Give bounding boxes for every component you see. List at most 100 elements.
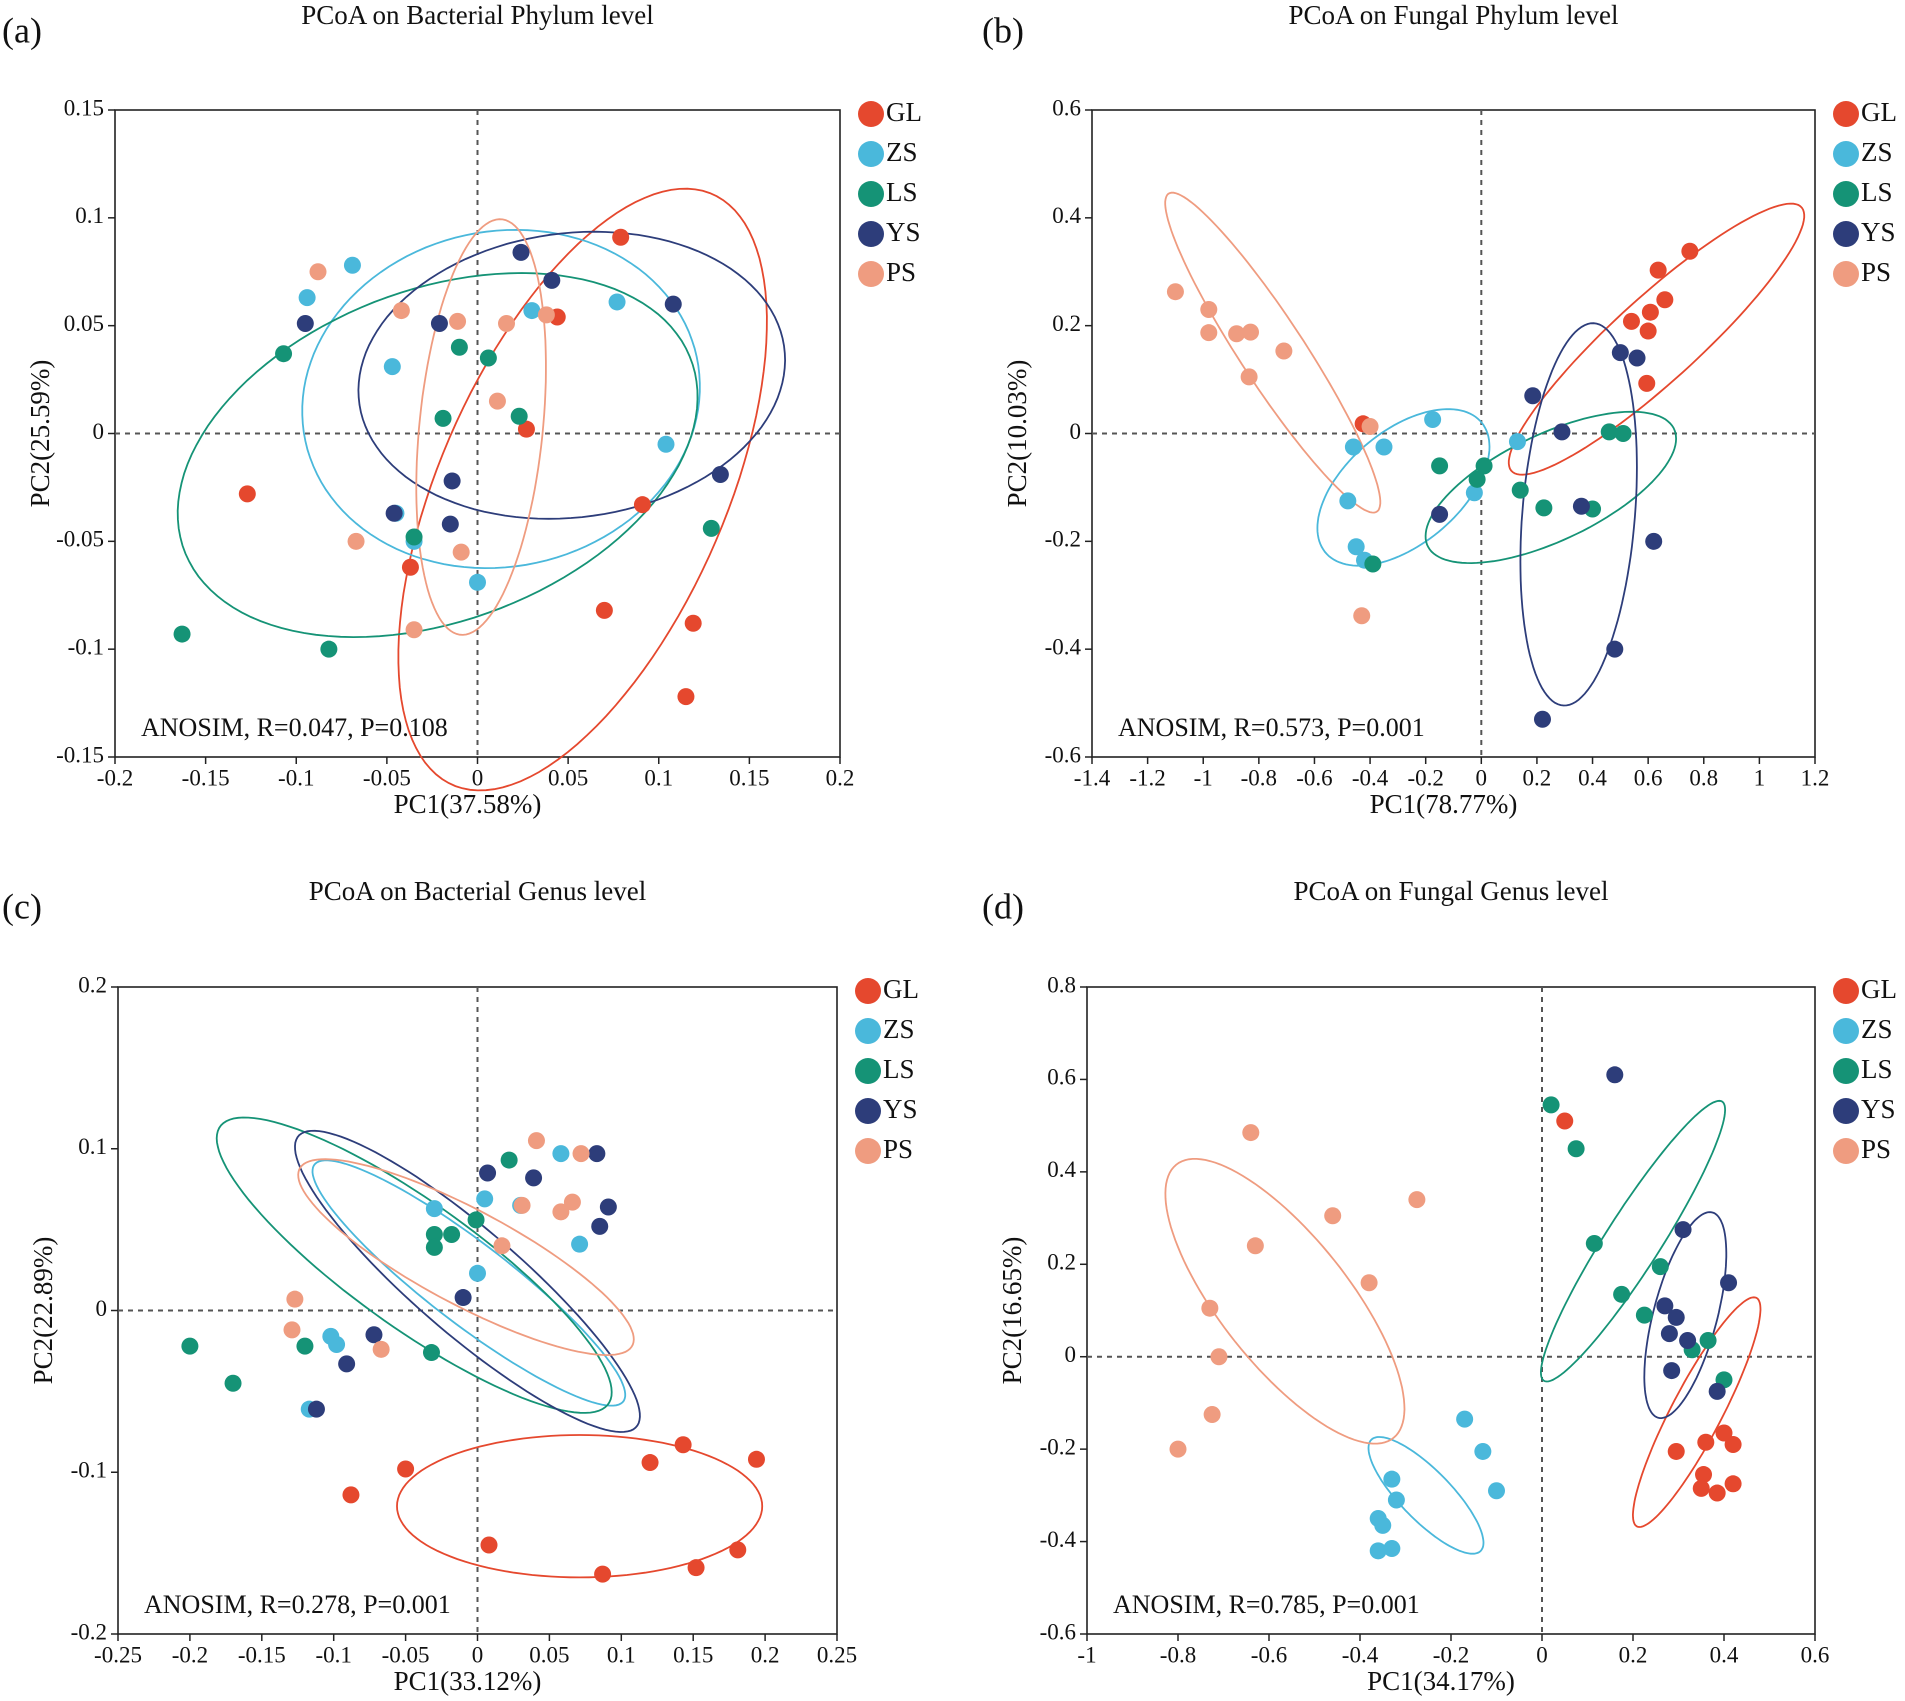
point-ps	[527, 1132, 545, 1150]
point-ys	[430, 315, 448, 333]
point-gl	[1697, 1433, 1715, 1451]
x-tick-label: -0.8	[1160, 1642, 1196, 1667]
point-zs	[1383, 1470, 1401, 1488]
point-ls	[1468, 470, 1486, 488]
legend-marker-ys	[1833, 1098, 1859, 1124]
point-ys	[365, 1326, 383, 1344]
point-ps	[493, 1237, 511, 1255]
ellipse-zs	[301, 228, 701, 570]
ellipse-ys	[294, 1129, 641, 1433]
legend-marker-ls	[1833, 181, 1859, 207]
point-gl	[595, 601, 613, 619]
point-ls	[425, 1238, 443, 1256]
y-tick-label: 0.4	[1052, 203, 1081, 228]
point-zs	[608, 293, 626, 311]
legend-label-ps: PS	[1861, 1134, 1891, 1164]
point-gl	[633, 496, 651, 514]
point-ls	[443, 1225, 461, 1243]
point-ls	[1364, 555, 1382, 573]
point-zs	[1387, 1491, 1405, 1509]
legend-marker-ys	[858, 221, 884, 247]
x-tick-label: 0.2	[751, 1642, 780, 1667]
x-tick-label: -1.4	[1074, 765, 1111, 790]
point-ps	[1169, 1440, 1187, 1458]
point-ps	[1324, 1207, 1342, 1225]
point-ps	[309, 263, 327, 281]
point-ls	[1651, 1258, 1669, 1276]
legend-marker-ls	[855, 1058, 881, 1084]
panel-4: (d) PCoA on Fungal Genus level -1 -0.8 -0.6 -…	[982, 876, 1897, 1696]
y-tick-label: 0.2	[78, 972, 107, 997]
x-axis-label: PC1(37.58%)	[394, 789, 542, 819]
legend-marker-gl	[855, 978, 881, 1004]
legend-marker-gl	[1833, 978, 1859, 1004]
point-gl	[401, 558, 419, 576]
x-tick-label: -0.05	[382, 1642, 430, 1667]
x-tick-label: -0.4	[1342, 1642, 1379, 1667]
x-tick-label: 0.8	[1689, 765, 1718, 790]
y-tick-label: 0.6	[1047, 1065, 1076, 1090]
x-tick-label: 0.1	[607, 1642, 636, 1667]
y-tick-label: -0.2	[1045, 527, 1081, 552]
ellipse-zs	[311, 1159, 627, 1407]
point-ps	[1275, 342, 1293, 360]
y-tick-label: -0.2	[71, 1619, 107, 1644]
y-tick-label: 0	[93, 419, 105, 444]
chart-title: PCoA on Bacterial Phylum level	[301, 0, 653, 30]
point-ys	[1628, 349, 1646, 367]
point-ys	[599, 1198, 617, 1216]
x-tick-label: 0.6	[1634, 765, 1663, 790]
x-tick-label: 0.05	[548, 765, 588, 790]
y-tick-label: 0.05	[64, 311, 104, 336]
x-tick-label: 0.4	[1578, 765, 1607, 790]
legend-marker-ps	[1833, 1138, 1859, 1164]
point-ys	[591, 1217, 609, 1235]
panel-label: (a)	[2, 10, 42, 50]
point-ys	[441, 515, 459, 533]
y-axis-label: PC2(25.59%)	[25, 360, 55, 508]
point-gl	[729, 1541, 747, 1559]
point-ls	[173, 625, 191, 643]
point-ls	[1431, 457, 1449, 475]
point-gl	[674, 1436, 692, 1454]
x-tick-label: -0.6	[1251, 1642, 1287, 1667]
point-zs	[657, 435, 675, 453]
point-gl	[1622, 312, 1640, 330]
point-gl	[1724, 1436, 1742, 1454]
point-ps	[1166, 283, 1184, 301]
point-zs	[1339, 492, 1357, 510]
point-gl	[1649, 261, 1667, 279]
legend-marker-ls	[858, 181, 884, 207]
x-tick-label: -0.2	[172, 1642, 208, 1667]
legend-label-ys: YS	[883, 1094, 918, 1124]
point-ps	[1228, 325, 1246, 343]
point-ps	[1361, 417, 1379, 435]
point-ps	[449, 312, 467, 330]
point-ls	[1699, 1332, 1717, 1350]
ellipse-ls	[176, 272, 699, 639]
point-zs	[1347, 538, 1365, 556]
point-ys	[711, 465, 729, 483]
point-ys	[1533, 710, 1551, 728]
point-ps	[405, 621, 423, 639]
x-tick-label: 0.1	[644, 765, 673, 790]
point-zs	[1383, 1540, 1401, 1558]
y-tick-label: 0.8	[1047, 972, 1076, 997]
point-ps	[1246, 1237, 1264, 1255]
point-gl	[1681, 242, 1699, 260]
ellipse-gl	[1507, 202, 1806, 476]
y-tick-label: -0.1	[71, 1458, 107, 1483]
legend-label-gl: GL	[1861, 97, 1897, 127]
point-ps	[1200, 324, 1218, 342]
point-ls	[1614, 425, 1632, 442]
point-gl	[1692, 1479, 1710, 1497]
point-ys	[1572, 497, 1590, 515]
legend-marker-ps	[855, 1138, 881, 1164]
point-ls	[1635, 1306, 1653, 1324]
x-tick-label: 0.2	[826, 765, 855, 790]
y-axis-label: PC2(16.65%)	[997, 1237, 1027, 1385]
x-tick-label: -0.2	[97, 765, 133, 790]
point-ys	[543, 271, 561, 289]
anosim-annotation: ANOSIM, R=0.785, P=0.001	[1113, 1590, 1420, 1619]
point-ls	[1511, 481, 1529, 499]
